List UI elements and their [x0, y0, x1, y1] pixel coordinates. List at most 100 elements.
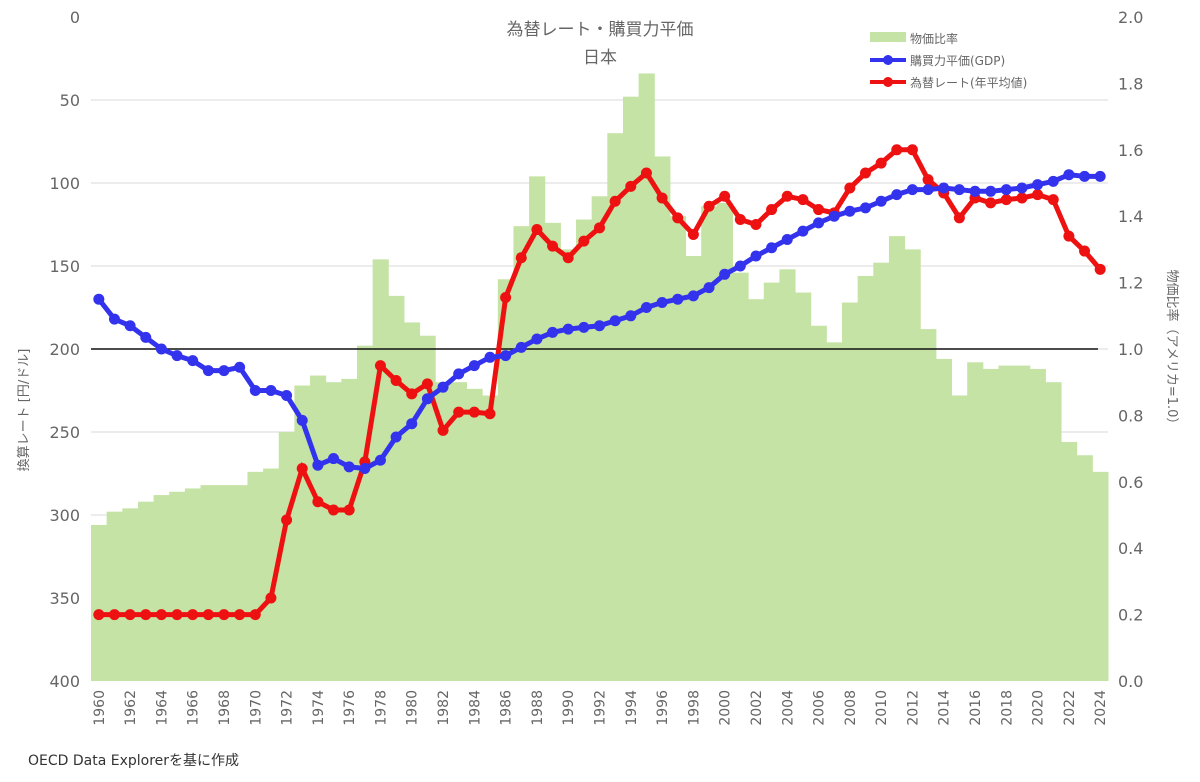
bar: [544, 222, 561, 681]
bar: [278, 432, 295, 681]
bar: [560, 249, 577, 681]
y-right-tick-label: 1.4: [1118, 207, 1143, 226]
y-left-tick-label: 100: [49, 174, 80, 193]
legend-marker: [883, 77, 893, 87]
bar: [482, 395, 499, 681]
y-left-tick-label: 250: [49, 423, 80, 442]
bar: [91, 524, 108, 681]
data-point: [609, 195, 621, 207]
y-left-tick-label: 400: [49, 672, 80, 691]
bar: [263, 468, 280, 681]
bar: [951, 395, 968, 681]
x-tick-label: 1986: [499, 690, 515, 726]
data-point: [374, 360, 386, 372]
x-tick-label: 1990: [561, 690, 577, 726]
bar: [466, 388, 483, 681]
data-point: [93, 609, 105, 621]
y-left-tick-label: 0: [70, 8, 80, 27]
x-tick-label: 2016: [968, 690, 984, 726]
data-point: [1000, 194, 1012, 206]
x-tick-label: 1978: [373, 690, 389, 726]
data-point: [406, 418, 418, 430]
x-tick-label: 1984: [467, 690, 483, 726]
data-point: [672, 212, 684, 224]
data-point: [547, 240, 559, 252]
data-point: [781, 233, 793, 245]
data-point: [719, 190, 731, 202]
data-point: [155, 609, 167, 621]
bar: [497, 279, 514, 681]
data-point: [1047, 175, 1059, 187]
x-tick-label: 2006: [812, 690, 828, 726]
data-point: [249, 609, 261, 621]
data-point: [108, 609, 120, 621]
legend-swatch: [870, 32, 906, 42]
data-point: [171, 350, 183, 362]
data-point: [766, 242, 778, 254]
y-left-tick-label: 300: [49, 506, 80, 525]
legend-label: 為替レート(年平均値): [910, 75, 1027, 90]
bar: [513, 226, 530, 681]
data-point: [155, 343, 167, 355]
data-point: [1000, 184, 1012, 196]
data-point: [703, 282, 715, 294]
data-point: [202, 609, 214, 621]
data-point: [656, 297, 668, 309]
bar: [122, 508, 139, 681]
bar: [888, 236, 906, 681]
data-point: [813, 204, 825, 216]
bar: [591, 196, 608, 681]
data-point: [1079, 170, 1091, 182]
bar: [529, 176, 546, 682]
y-right-tick-label: 2.0: [1118, 8, 1143, 27]
data-point: [468, 360, 480, 372]
data-point: [296, 463, 308, 475]
data-point: [640, 302, 652, 313]
data-point: [468, 406, 480, 418]
data-point: [390, 431, 402, 443]
x-tick-label: 1988: [530, 690, 546, 726]
bar: [669, 216, 687, 681]
data-point: [421, 393, 433, 405]
data-point: [265, 385, 277, 396]
bar: [450, 382, 468, 681]
data-point: [1032, 179, 1044, 191]
y-right-tick-label: 0.6: [1118, 473, 1143, 492]
bar: [982, 368, 999, 681]
data-point: [1094, 263, 1106, 275]
data-point: [531, 333, 543, 345]
y-right-tick-label: 1.6: [1118, 141, 1143, 160]
data-point: [140, 331, 152, 343]
bar: [1076, 455, 1093, 681]
data-point: [906, 144, 918, 156]
data-point: [406, 388, 418, 400]
bar: [106, 511, 123, 681]
data-point: [249, 385, 261, 396]
bar: [763, 282, 780, 681]
data-point: [797, 225, 809, 237]
bar: [419, 335, 436, 681]
y-left-tick-label: 350: [49, 589, 80, 608]
data-point: [750, 250, 762, 262]
bar: [779, 269, 796, 681]
x-tick-label: 1962: [123, 690, 139, 726]
data-point: [437, 424, 449, 436]
data-point: [202, 365, 214, 377]
data-point: [312, 459, 324, 471]
data-point: [734, 214, 746, 226]
bar: [748, 299, 765, 681]
x-tick-label: 1966: [186, 690, 202, 726]
bar: [153, 495, 170, 681]
x-tick-label: 1974: [311, 690, 327, 726]
bar: [325, 382, 342, 681]
legend-label: 物価比率: [910, 31, 958, 46]
data-point: [922, 184, 934, 196]
bar: [795, 292, 812, 681]
y-axis-left-label: 換算レート [円/ドル]: [17, 349, 32, 472]
data-point: [500, 292, 512, 304]
data-point: [171, 609, 183, 621]
data-point: [1079, 245, 1091, 257]
data-point: [1016, 192, 1028, 204]
bar: [1014, 365, 1031, 681]
y-left-tick-label: 150: [49, 257, 80, 276]
